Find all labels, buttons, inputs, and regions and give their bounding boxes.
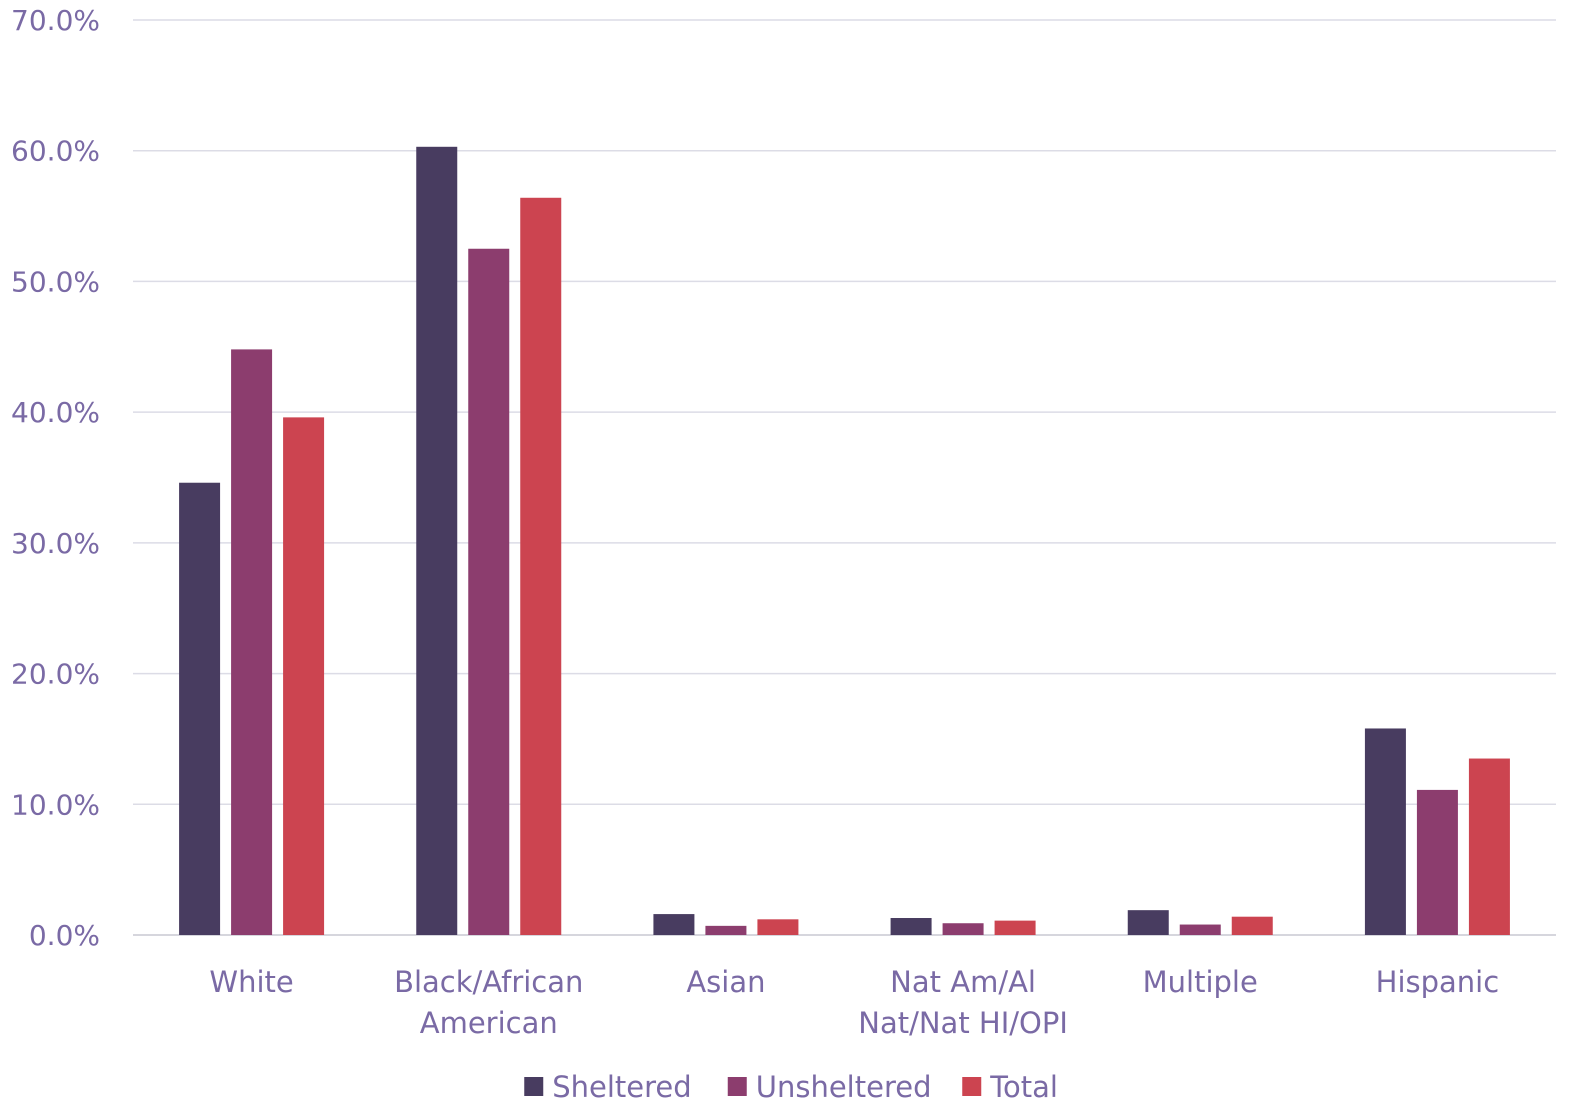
y-tick-label: 60.0% — [11, 135, 100, 168]
bar-unsheltered-5 — [1416, 789, 1458, 935]
bar-total-2 — [757, 919, 799, 935]
bars — [179, 146, 1510, 936]
legend-swatch-unsheltered — [727, 1077, 747, 1096]
x-category-label: Nat Am/Al Nat/Nat HI/OPI — [858, 965, 1068, 1040]
bar-total-1 — [520, 197, 562, 935]
y-tick-label: 30.0% — [11, 527, 100, 560]
bar-unsheltered-1 — [468, 248, 510, 935]
bar-sheltered-3 — [890, 918, 932, 935]
x-category-label: White — [209, 965, 293, 999]
bar-total-5 — [1468, 758, 1510, 935]
bar-total-4 — [1231, 916, 1273, 935]
bar-sheltered-5 — [1364, 728, 1406, 935]
x-category-label: Multiple — [1143, 965, 1258, 999]
bar-unsheltered-2 — [705, 925, 747, 935]
y-tick-label: 10.0% — [11, 788, 100, 821]
gridlines — [133, 19, 1556, 936]
y-tick-label: 50.0% — [11, 265, 100, 298]
bar-sheltered-0 — [179, 482, 221, 935]
legend: Sheltered Unsheltered Total — [524, 1070, 1058, 1104]
y-axis: 0.0% 10.0% 20.0% 30.0% 40.0% 50.0% 60.0% 70.0% — [11, 4, 100, 952]
bar-unsheltered-0 — [231, 349, 273, 935]
y-tick-label: 0.0% — [29, 919, 100, 952]
bar-unsheltered-4 — [1179, 924, 1221, 935]
bar-sheltered-1 — [416, 146, 458, 936]
bar-sheltered-4 — [1127, 910, 1169, 935]
y-tick-label: 70.0% — [11, 4, 100, 37]
bar-total-0 — [283, 417, 325, 935]
x-category-label: Black/African American — [394, 965, 583, 1040]
y-tick-label: 40.0% — [11, 396, 100, 429]
legend-label-sheltered: Sheltered — [552, 1070, 691, 1104]
legend-label-unsheltered: Unsheltered — [756, 1070, 932, 1104]
bar-total-3 — [994, 920, 1036, 935]
x-axis: White Black/African American Asian Nat Am/Al… — [209, 965, 1499, 1040]
bar-sheltered-2 — [653, 914, 695, 935]
legend-swatch-total — [962, 1077, 982, 1096]
bar-unsheltered-3 — [942, 923, 984, 935]
x-category-label: Hispanic — [1376, 965, 1500, 999]
x-category-label: Asian — [686, 965, 765, 999]
legend-label-total: Total — [989, 1070, 1058, 1104]
legend-swatch-sheltered — [524, 1077, 544, 1096]
y-tick-label: 20.0% — [11, 658, 100, 691]
